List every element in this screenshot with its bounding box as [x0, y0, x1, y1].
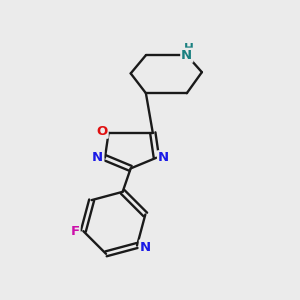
- Text: N: N: [181, 49, 192, 62]
- Text: O: O: [96, 125, 108, 138]
- Text: N: N: [158, 151, 169, 164]
- Text: N: N: [92, 151, 103, 164]
- Text: H: H: [184, 42, 194, 55]
- Text: N: N: [140, 241, 151, 254]
- Text: F: F: [70, 225, 80, 238]
